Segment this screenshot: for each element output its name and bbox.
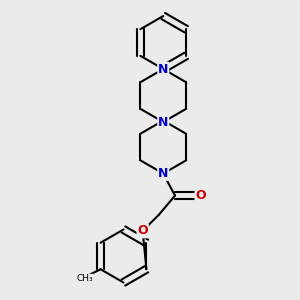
Text: O: O xyxy=(195,189,206,202)
Text: N: N xyxy=(158,167,168,180)
Text: O: O xyxy=(137,224,148,238)
Text: CH₃: CH₃ xyxy=(77,274,94,283)
Text: N: N xyxy=(158,62,168,76)
Text: N: N xyxy=(158,116,168,128)
